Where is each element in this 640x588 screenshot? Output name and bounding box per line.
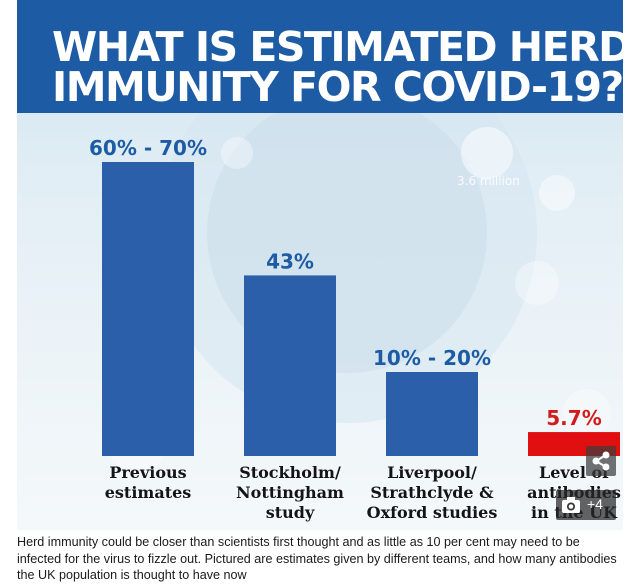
category-label-2-line-3: study	[266, 503, 315, 522]
chart-title-line-1: WHAT IS ESTIMATED HERD	[52, 23, 623, 71]
category-label-1-line-2: estimates	[105, 483, 192, 502]
infographic: WHAT IS ESTIMATED HERD IMMUNITY FOR COVI…	[17, 0, 623, 530]
bar-2	[244, 275, 336, 456]
figure-caption: Herd immunity could be closer than scien…	[17, 535, 617, 582]
bar-3	[386, 372, 478, 456]
gallery-count: +4	[587, 496, 603, 512]
value-label-3: 10% - 20%	[373, 346, 491, 370]
value-label-2: 43%	[266, 249, 314, 273]
share-button[interactable]	[586, 446, 616, 476]
category-label-3-line-3: Oxford studies	[367, 503, 498, 522]
share-icon	[592, 451, 610, 471]
category-label-3-line-2: Strathclyde &	[370, 483, 494, 502]
category-label-2-line-1: Stockholm/	[239, 463, 341, 482]
title-banner: WHAT IS ESTIMATED HERD IMMUNITY FOR COVI…	[17, 0, 623, 113]
bar-1	[102, 162, 194, 456]
watermark-text: 3.6 million	[457, 174, 520, 188]
category-label-1-line-1: Previous	[109, 463, 186, 482]
value-label-4: 5.7%	[546, 406, 601, 430]
chart-title-line-2: IMMUNITY FOR COVID-19?	[52, 63, 623, 111]
bar-chart: 60% - 70% 43% 10% - 20% 5.7% Previousestima…	[89, 136, 621, 522]
gallery-button[interactable]: +4	[556, 490, 616, 520]
category-label-2-line-2: Nottingham	[236, 483, 344, 502]
category-label-3-line-1: Liverpool/	[387, 463, 477, 482]
value-label-1: 60% - 70%	[89, 136, 207, 160]
camera-icon	[562, 497, 580, 513]
